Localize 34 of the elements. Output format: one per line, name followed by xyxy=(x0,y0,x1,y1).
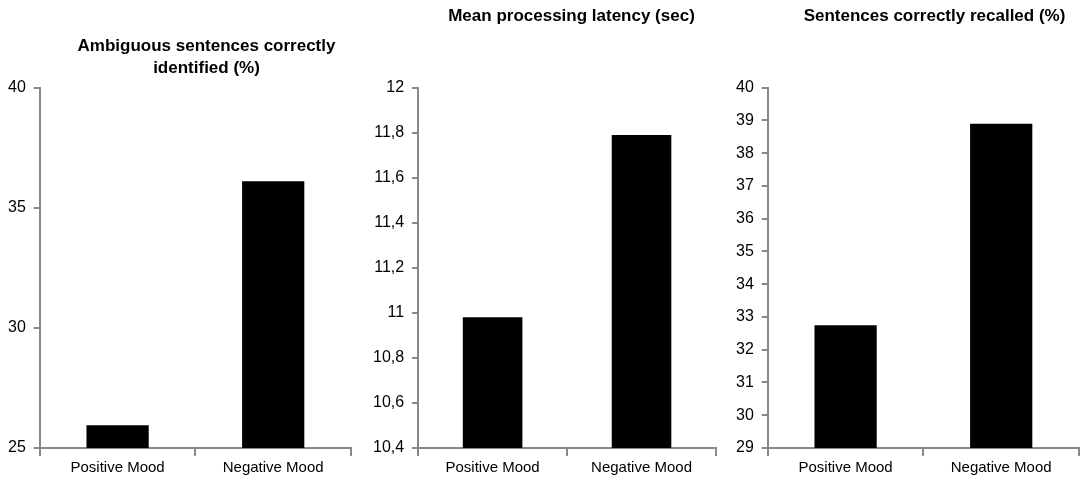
y-tick-label: 11,2 xyxy=(374,258,405,276)
y-tick-label: 11,6 xyxy=(374,168,405,186)
y-tick-label: 40 xyxy=(736,78,754,96)
y-tick-label: 10,8 xyxy=(373,348,405,366)
y-tick-label: 38 xyxy=(736,143,754,161)
y-tick-label: 40 xyxy=(8,78,26,96)
x-tick-label: Negative Mood xyxy=(222,458,324,476)
y-tick-label: 30 xyxy=(8,318,26,336)
y-tick-label: 36 xyxy=(736,209,754,227)
x-tick-label: Negative Mood xyxy=(950,458,1052,476)
chart-title: Mean processing latency (sec) xyxy=(447,5,696,27)
y-tick-label: 35 xyxy=(8,198,26,216)
y-tick-label: 12 xyxy=(386,78,405,96)
y-tick-label: 34 xyxy=(736,274,754,292)
y-tick-label: 31 xyxy=(736,372,754,390)
y-tick-label: 33 xyxy=(736,307,754,325)
x-tick-label: Positive Mood xyxy=(70,458,165,476)
y-tick-label: 10,4 xyxy=(373,438,405,456)
x-tick-label: Negative Mood xyxy=(591,458,692,476)
chart-title: Ambiguous sentences correctly identified (%) xyxy=(76,35,337,79)
y-tick-label: 11 xyxy=(387,303,405,321)
y-tick-label: 29 xyxy=(736,438,754,456)
y-tick-label: 11,4 xyxy=(374,213,405,231)
y-tick-label: 35 xyxy=(736,241,754,259)
y-tick-label: 11,8 xyxy=(374,123,405,141)
y-tick-label: 30 xyxy=(736,405,754,423)
y-tick-label: 39 xyxy=(736,110,754,128)
y-tick-label: 25 xyxy=(8,438,26,456)
x-tick-label: Positive Mood xyxy=(445,458,540,476)
chart-title: Sentences correctly recalled (%) xyxy=(802,5,1067,27)
y-tick-label: 10,6 xyxy=(373,393,405,411)
x-tick-label: Positive Mood xyxy=(798,458,893,476)
y-tick-label: 37 xyxy=(736,176,754,194)
y-tick-label: 32 xyxy=(736,340,754,358)
